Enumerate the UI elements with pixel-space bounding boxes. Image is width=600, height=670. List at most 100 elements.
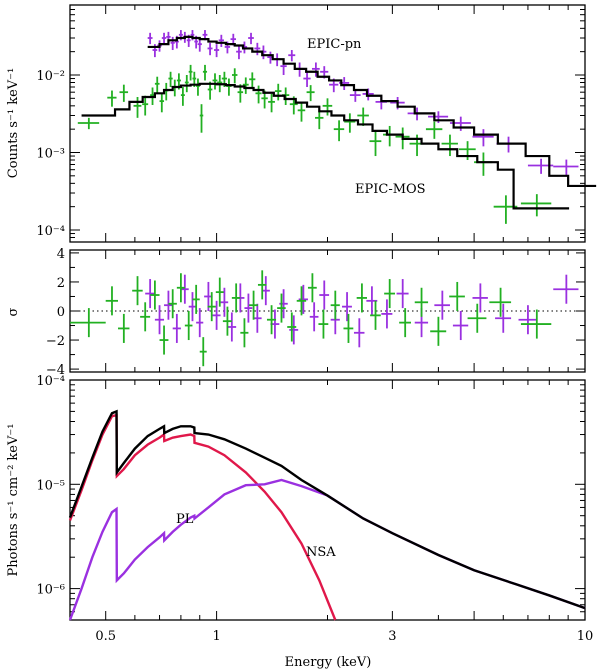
pn-point [288,50,296,62]
mos-residual [399,308,411,338]
mos-residual [384,279,396,309]
mos-point [107,90,117,107]
mos-residual [222,306,232,336]
mos-residual [356,283,367,313]
model-y-label: Photons s⁻¹ cm⁻² keV⁻¹ [6,424,21,577]
mos-point [315,109,324,130]
mos-point [344,113,356,133]
mos-residual [370,300,381,330]
mos-residual [176,273,185,303]
mos-residual [266,305,277,335]
mos-residual [207,292,216,322]
spectrum-y-tick-labels: 10⁻² 10⁻³ 10⁻⁴ [36,69,65,239]
residuals-y-label: σ [6,307,21,316]
pn-residual [396,279,409,309]
y-tick-label: 10⁻⁴ [36,224,65,239]
pn-residual [172,313,181,343]
pn-point [197,38,202,52]
y-tick-label: 10⁻² [36,69,65,84]
mos-residual [168,289,177,319]
residuals-ticks [69,250,586,372]
pn-residual [553,274,579,304]
mos-point [255,85,262,104]
mos-residual [414,287,429,317]
mos-residual [118,313,130,343]
mos-point [306,85,315,102]
pn-point [214,44,220,58]
total-curve [68,409,586,610]
pn-point [254,42,261,56]
mos-point [199,104,204,133]
pn-residual [298,284,308,314]
model-pn [147,35,597,188]
mos-point [249,72,256,88]
pn-point [236,45,242,60]
pn-point [311,62,320,77]
nsa-label: NSA [306,545,336,560]
pn-residual [342,292,352,322]
residuals-panel: σ 4 2 0 −2 −4 [6,247,586,378]
residuals-data [70,270,579,367]
pn-point [207,42,213,56]
nsa-curve [68,413,337,621]
epic-pn-label: EPIC-pn [307,37,362,52]
pn-residual [381,299,393,329]
mos-point [133,97,142,118]
mos-point [188,64,193,81]
pn-residual [309,302,319,332]
mos-residual [105,286,119,316]
pn-point [147,32,153,45]
mos-residual [140,302,151,332]
pn-residual [319,280,330,310]
pn-point [161,32,167,45]
mos-residual [489,287,512,317]
mos-point [154,76,160,93]
spectrum-y-label: Counts s⁻¹ keV⁻¹ [6,68,21,178]
x-tick-label: 1 [212,629,220,644]
mos-residual [343,313,354,343]
pn-residual [472,283,488,313]
mos-residual [318,309,329,339]
pn-residual [212,300,221,330]
pl-label: PL [176,512,194,527]
model-mos [81,82,570,210]
mos-point [322,98,333,116]
mos-residual [449,281,465,311]
mos-point [212,73,218,90]
mos-point [226,78,232,96]
mos-point [184,74,189,93]
y-tick-label: 4 [57,247,65,262]
residuals-y-tick-labels: 4 2 0 −2 −4 [46,247,65,378]
mos-point [268,93,275,113]
mos-point [196,78,200,96]
mos-point [369,130,382,157]
mos-point [441,134,458,157]
mos-residual [70,308,106,338]
mos-residual [330,290,340,320]
y-tick-label: 10⁻⁵ [36,478,65,493]
mos-residual [277,293,286,323]
pn-residual [353,318,365,348]
pn-point [472,129,494,147]
pn-residual [227,312,237,342]
pn-residual [188,292,197,322]
mos-point [520,194,552,217]
pn-residual [289,315,299,345]
pn-residual [434,290,450,320]
mos-residual [296,286,307,316]
pn-residual [220,287,229,317]
pn-residual [452,311,469,341]
model-frame [69,379,586,621]
pn-point [303,71,311,87]
mos-point [231,68,238,84]
pn-residual [154,305,165,335]
pn-point [349,89,361,102]
mos-residual [184,311,193,341]
pn-residual [518,305,537,335]
mos-point [333,120,345,142]
mos-point [425,121,443,139]
pn-point [248,32,254,45]
x-tick-label: 10 [577,629,594,644]
x-axis-label: Energy (keV) [285,655,372,670]
